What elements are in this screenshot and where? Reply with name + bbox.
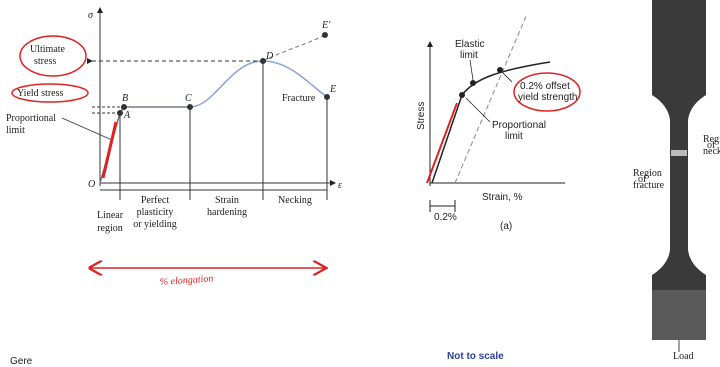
source: Gere	[10, 356, 33, 367]
region-label: Linear region	[97, 210, 124, 234]
text-line: Ultimate	[30, 44, 66, 55]
text-line: limit	[460, 50, 478, 61]
text-line: yield strength	[518, 92, 577, 103]
text-line: stress	[34, 56, 56, 67]
point-label: A	[123, 110, 131, 121]
slide: σ ε O A B C D E E' Ultimatestress Yield …	[0, 0, 720, 367]
text-line: Proportional	[492, 120, 546, 131]
point-label: D	[265, 51, 274, 62]
text-line: region	[97, 223, 123, 234]
axis-label: σ	[88, 10, 94, 21]
text-line: 0.2% offset	[520, 81, 570, 92]
text-line: plasticity	[137, 207, 174, 218]
text-line: Proportional	[6, 113, 56, 124]
handwritten-note: % elongation	[159, 273, 213, 288]
axis-label: Strain, %	[482, 192, 523, 203]
label: Load	[673, 351, 694, 362]
text-line: fracture	[633, 180, 665, 191]
text-line: limit	[6, 125, 25, 136]
text-line: Linear	[97, 210, 124, 221]
region-label: Necking	[278, 195, 312, 206]
point-label: E'	[321, 20, 331, 31]
offset-diagram	[427, 14, 580, 212]
text-line: Strain	[215, 195, 239, 206]
point-label: B	[122, 93, 128, 104]
point-label: C	[185, 93, 192, 104]
label: 0.2%	[434, 212, 457, 223]
label: Yield stress	[17, 88, 63, 99]
text-line: necking	[703, 146, 720, 157]
caption: (a)	[500, 221, 512, 232]
axis-label: Stress	[416, 102, 427, 130]
label: Regionofnecking	[703, 134, 720, 157]
axis-label: ε	[338, 180, 342, 191]
note: Not to scale	[447, 351, 504, 362]
point-label: E	[329, 84, 336, 95]
text-line: limit	[505, 131, 523, 142]
text-line: or yielding	[133, 219, 177, 230]
text-line: hardening	[207, 207, 247, 218]
text-line: Elastic	[455, 39, 484, 50]
label: Fracture	[282, 93, 316, 104]
text-line: Perfect	[141, 195, 170, 206]
point-label: O	[88, 179, 95, 190]
